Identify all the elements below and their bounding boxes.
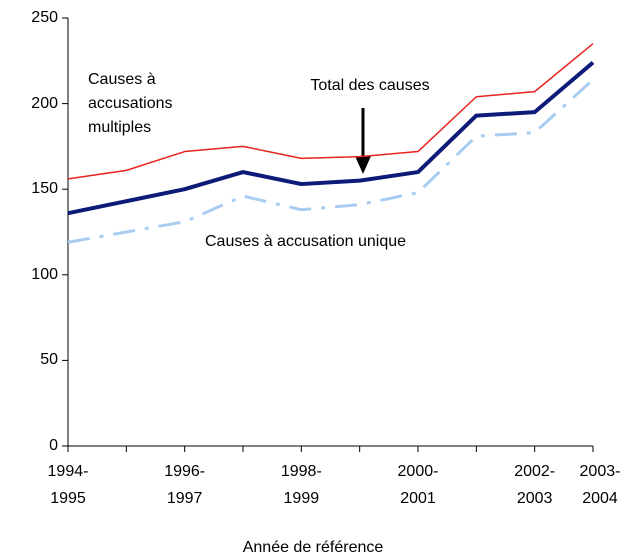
y-tick-label: 250 xyxy=(31,9,58,26)
x-tick-label: 1996-1997 xyxy=(164,463,206,507)
x-tick-label: 1994-1995 xyxy=(47,463,89,507)
x-axis-title: Année de référence xyxy=(242,539,384,556)
series-label: Causes à accusation unique xyxy=(205,233,407,250)
series-line xyxy=(67,78,595,244)
series-line xyxy=(67,43,594,180)
x-tick-label: 2003-2004 xyxy=(579,463,621,507)
y-tick-label: 200 xyxy=(31,94,58,112)
arrow-head xyxy=(355,156,371,174)
x-tick-label: 2000-2001 xyxy=(397,463,439,507)
series-line xyxy=(67,60,595,216)
x-tick-label: 2002-2003 xyxy=(514,463,556,507)
y-tick-label: 100 xyxy=(31,265,58,283)
series-label: Causes à accusations multiples xyxy=(88,71,173,136)
y-tick-label: 50 xyxy=(40,351,58,369)
x-tick-label: 1998-1999 xyxy=(280,463,322,507)
y-tick-label: 150 xyxy=(31,180,58,198)
y-tick-label: 0 xyxy=(49,437,58,454)
series-label: Total des causes xyxy=(310,77,430,94)
